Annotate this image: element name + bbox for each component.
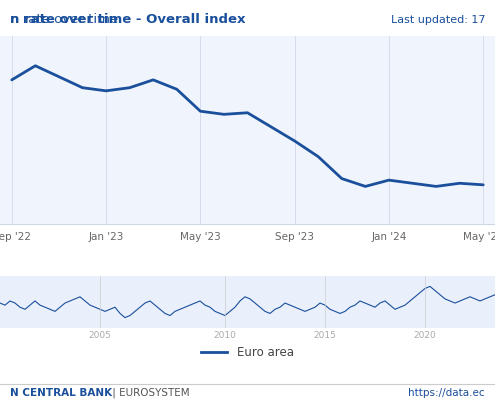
Text: 2015: 2015 xyxy=(313,330,337,340)
Legend: Euro area: Euro area xyxy=(197,341,298,364)
Text: Jan '24: Jan '24 xyxy=(371,232,406,242)
Text: May '23: May '23 xyxy=(180,232,221,242)
Text: Sep '23: Sep '23 xyxy=(275,232,314,242)
Text: Jan '23: Jan '23 xyxy=(89,232,124,242)
Text: https://data.ec: https://data.ec xyxy=(408,388,485,398)
Text: 2005: 2005 xyxy=(89,330,111,340)
Text: Sep '22: Sep '22 xyxy=(0,232,31,242)
Text: N CENTRAL BANK: N CENTRAL BANK xyxy=(10,388,112,398)
Text: n rate over time - Overall index: n rate over time - Overall index xyxy=(10,13,246,26)
Text: May '24: May '24 xyxy=(463,232,495,242)
Text: 2010: 2010 xyxy=(213,330,237,340)
Text: Last updated: 17: Last updated: 17 xyxy=(391,15,485,25)
Text: 2020: 2020 xyxy=(414,330,437,340)
Text: n rate over time -: n rate over time - xyxy=(10,13,131,26)
Text: | EUROSYSTEM: | EUROSYSTEM xyxy=(109,388,190,398)
